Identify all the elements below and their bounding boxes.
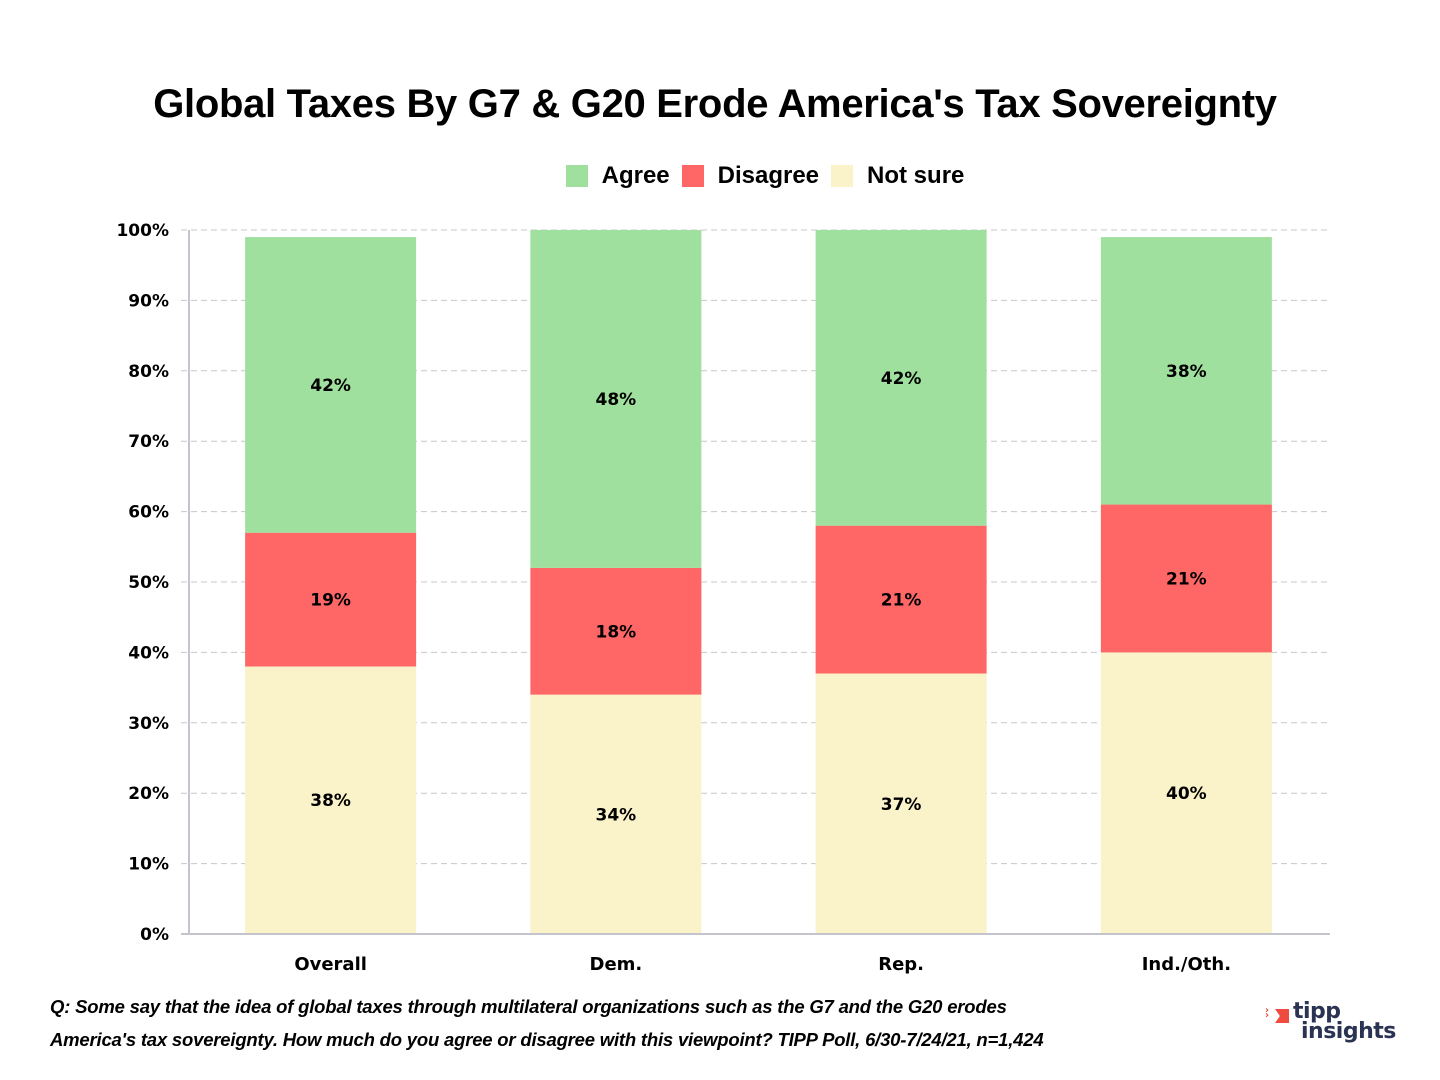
bar-segment-disagree	[530, 567, 702, 695]
data-label: 19%	[310, 591, 351, 611]
logo-text-insights: insights	[1301, 1019, 1396, 1044]
data-label: 42%	[881, 369, 922, 389]
data-label: 40%	[1166, 784, 1207, 804]
data-label: 18%	[596, 622, 637, 642]
legend-item-disagree: Disagree	[681, 162, 820, 190]
chart-title: Global Taxes By G7 & G20 Erode America's…	[153, 82, 1277, 126]
data-label: 48%	[596, 390, 637, 410]
footnote-line-2: America's tax sovereignty. How much do y…	[50, 1029, 1044, 1050]
legend-swatch	[565, 165, 588, 187]
footnote: Q: Some say that the idea of global taxe…	[50, 990, 1250, 1056]
bar-segment-agree	[815, 230, 987, 526]
axes	[181, 230, 1330, 935]
data-label: 38%	[310, 791, 351, 811]
data-label: 42%	[310, 376, 351, 396]
bar-segment-not-sure	[245, 666, 417, 934]
y-tick-label: 0%	[140, 925, 169, 945]
bar-segment-not-sure	[815, 673, 987, 934]
data-label: 37%	[881, 795, 922, 815]
data-label: 21%	[1166, 569, 1207, 589]
legend-label: Agree	[601, 162, 670, 189]
logo-rays-icon: › ›	[1265, 1005, 1270, 1021]
tipp-insights-logo: › › tipp insights	[1265, 999, 1405, 1050]
data-label: 34%	[596, 805, 637, 825]
legend-label: Not sure	[867, 162, 965, 189]
y-tick-label: 40%	[128, 643, 169, 663]
x-category-label: Dem.	[590, 954, 643, 975]
x-category-label: Ind./Oth.	[1142, 954, 1231, 975]
bar-segment-disagree	[815, 525, 987, 674]
bars	[245, 230, 1272, 934]
bar-segment-agree	[245, 237, 417, 533]
data-label: 38%	[1166, 362, 1207, 382]
labels: 0% 10% 20% 30% 40% 50% 60% 70% 80% 90% 100% 38% 19% 4…	[116, 221, 1231, 975]
legend-swatch	[681, 165, 704, 187]
x-category-label: Rep.	[878, 954, 924, 975]
y-tick-label: 20%	[128, 784, 169, 804]
legend-item-not-sure: Not sure	[831, 162, 964, 190]
y-tick-label: 10%	[128, 855, 169, 875]
bar-segment-disagree	[245, 532, 417, 667]
legend-item-agree: Agree	[565, 162, 670, 190]
bar-segment-not-sure	[1100, 652, 1272, 934]
y-tick-label: 100%	[116, 221, 169, 241]
x-category-label: Overall	[294, 954, 367, 975]
y-tick-label: 90%	[128, 291, 169, 311]
footnote-line-1: Q: Some say that the idea of global taxe…	[50, 996, 1007, 1017]
y-tick-label: 80%	[128, 362, 169, 382]
y-tick-label: 50%	[128, 573, 169, 593]
legend-swatch	[831, 165, 854, 187]
bar-segment-disagree	[1100, 504, 1272, 653]
bar-segment-agree	[530, 230, 702, 568]
y-tick-label: 70%	[128, 432, 169, 452]
bar-segment-agree	[1100, 237, 1272, 505]
logo-text-tipp: tipp	[1293, 999, 1341, 1024]
data-label: 21%	[881, 591, 922, 611]
y-tick-label: 60%	[128, 503, 169, 523]
bar-segment-not-sure	[530, 694, 702, 934]
y-tick-label: 30%	[128, 714, 169, 734]
logo-flag-icon	[1275, 1009, 1289, 1023]
legend-label: Disagree	[717, 162, 820, 189]
legend: Agree Disagree Not sure	[0, 162, 1440, 190]
